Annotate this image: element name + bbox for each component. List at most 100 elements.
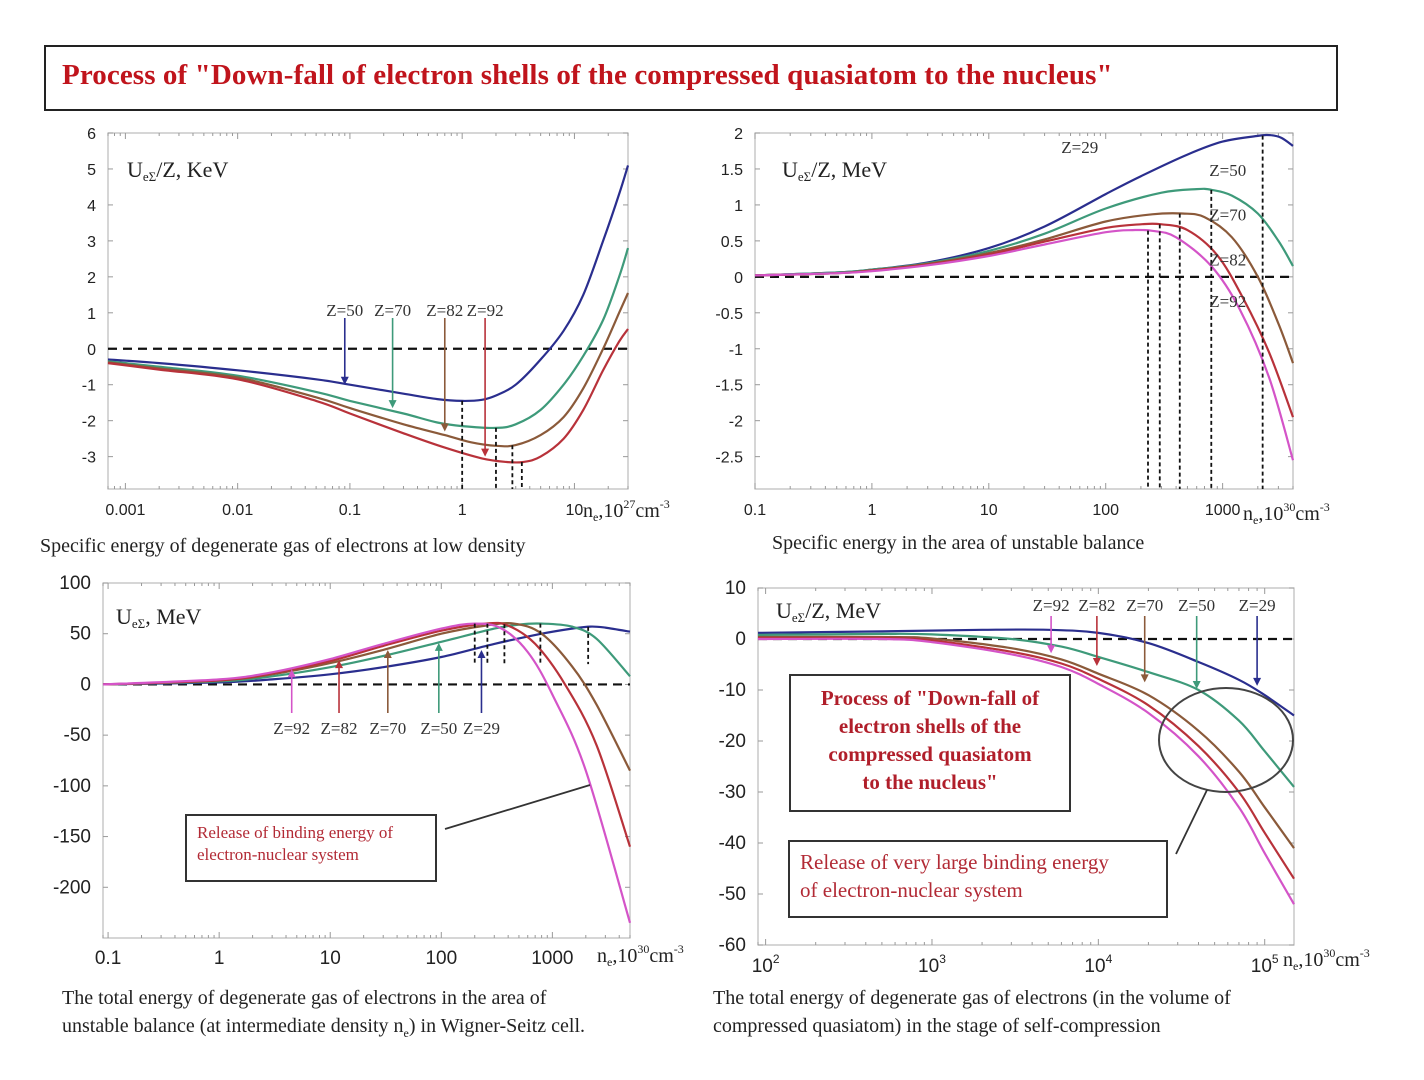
series-label: Z=50: [1209, 161, 1246, 180]
y-tick-label: 0.5: [721, 234, 743, 251]
y-tick-label: -2: [82, 414, 96, 431]
x-tick-label: 105: [1251, 952, 1279, 977]
y-tick-label: 1: [734, 198, 743, 215]
x-tick-label: 0.1: [339, 502, 361, 519]
arrow-head: [1253, 677, 1262, 686]
arrow-head: [335, 660, 344, 669]
y-tick-label: -40: [719, 833, 746, 854]
marks: Z=92 Z=82 Z=70 Z=50 Z=29: [102, 621, 632, 924]
arrow-head: [340, 376, 349, 385]
arrow-label: Z=50: [326, 301, 363, 320]
x-tick-label: 1000: [531, 948, 573, 969]
y-tick-label: 0: [735, 629, 746, 650]
series-line-z-92: [757, 637, 1295, 905]
marks: Z=29 Z=50 Z=70 Z=82 Z=92: [754, 133, 1295, 489]
y-tick-label: 1: [87, 306, 96, 323]
note-down-fall-process: Process of "Down-fall of electron shells…: [789, 674, 1071, 812]
y-tick-label: -50: [64, 725, 91, 746]
x-tick-label: 104: [1084, 952, 1112, 977]
y-tick-label: -60: [719, 935, 746, 956]
y-tick-label: 3: [87, 234, 96, 251]
x-tick-label: 100: [425, 948, 457, 969]
caption-chart-1: Specific energy of degenerate gas of ele…: [40, 535, 526, 557]
arrow-label: Z=70: [374, 301, 411, 320]
note-connector-line: [1175, 789, 1208, 855]
arrow-head: [388, 400, 397, 409]
arrow-label: Z=82: [1078, 596, 1115, 615]
series-label: Z=29: [1061, 138, 1098, 157]
arrow-head: [1092, 658, 1101, 667]
y-tick-label: 10: [725, 578, 746, 599]
marks: Z=50 Z=70 Z=82 Z=92: [107, 165, 630, 489]
y-tick-label: 2: [734, 126, 743, 143]
series-line-z-29: [757, 628, 1295, 717]
arrow-head: [477, 649, 486, 658]
y-tick-label: 6: [87, 126, 96, 143]
y-tick-label: -30: [719, 782, 746, 803]
x-tick-label: 1000: [1205, 502, 1241, 519]
caption-line-2: unstable balance (at intermediate densit…: [62, 1015, 586, 1040]
marks: Z=92 Z=82 Z=70 Z=50 Z=29: [757, 596, 1295, 905]
chart-specific-energy-unstable-balance: 21.510.50-0.5-1-1.5-2-2.5 0.1 1 10 100 1000 …: [715, 126, 1329, 527]
y-tick-label: -3: [82, 450, 96, 467]
y-tick-label: -100: [53, 776, 91, 797]
arrow-label: Z=82: [426, 301, 463, 320]
x-tick-label: 0.01: [222, 502, 253, 519]
plot-frame: [754, 132, 1294, 490]
x-tick-label: 1: [458, 502, 467, 519]
x-axis-label: ne,1030cm-3: [1283, 946, 1370, 973]
series-label: Z=82: [1209, 250, 1246, 269]
x-tick-label: 1: [867, 502, 876, 519]
y-tick-label: -10: [719, 680, 746, 701]
y-tick-label: -0.5: [715, 306, 743, 323]
y-tick-label: -150: [53, 827, 91, 848]
arrow-label: Z=70: [1126, 596, 1163, 615]
series-line-z-92: [754, 228, 1295, 461]
x-ticks: 0.1 1 10 100 1000: [95, 583, 631, 969]
y-tick-label: 1.5: [721, 162, 743, 179]
series-line-z-50: [757, 632, 1295, 788]
y-tick-label: 2: [87, 270, 96, 287]
arrow-head: [287, 669, 296, 678]
y-tick-label: 100: [59, 573, 91, 594]
arrow-head: [1192, 680, 1201, 689]
y-axis-label: UeΣ, MeV: [116, 604, 202, 631]
y-tick-label: 50: [70, 624, 91, 645]
series-line-z-29: [102, 625, 631, 686]
y-tick-label: -1: [729, 342, 743, 359]
caption-line-1: The total energy of degenerate gas of el…: [62, 987, 547, 1009]
arrow-label: Z=50: [420, 719, 457, 738]
y-axis-label: UeΣ/Z, MeV: [776, 598, 881, 625]
x-ticks: 0.001 0.01 0.1 1 10: [105, 133, 629, 519]
arrow-head: [440, 423, 449, 432]
y-axis-label: UeΣ/Z, KeV: [127, 157, 228, 184]
caption-line-2: compressed quasiatom) in the stage of se…: [713, 1015, 1161, 1037]
series-label: Z=92: [1209, 292, 1246, 311]
caption-line-1: The total energy of degenerate gas of el…: [713, 987, 1231, 1009]
caption-chart-3: The total energy of degenerate gas of el…: [62, 984, 585, 1047]
highlight-ellipse: [1158, 687, 1294, 793]
chart-total-energy-wigner-seitz: 100 50 0 -50 -100 -150 -200 0.1 1 10 100 1000 Z=92…: [53, 573, 684, 969]
arrow-head: [481, 448, 490, 457]
x-tick-label: 1: [214, 948, 225, 969]
arrow-head: [434, 642, 443, 651]
y-ticks: 6 5 4 3 2 1 0 -1 -2 -3: [82, 126, 628, 467]
arrow-label: Z=50: [1178, 596, 1215, 615]
x-tick-label: 10: [980, 502, 998, 519]
arrow-head: [383, 649, 392, 658]
series-line-z-92: [107, 328, 629, 464]
x-axis-label: ne,1030cm-3: [597, 942, 684, 969]
x-tick-label: 0.1: [95, 948, 121, 969]
x-tick-label: 0.001: [105, 502, 145, 519]
arrow-label: Z=82: [321, 719, 358, 738]
plot-frame: [107, 132, 629, 490]
series-line-z-70: [107, 247, 630, 430]
y-tick-label: 4: [87, 198, 96, 215]
note-release-very-large-energy: Release of very large binding energy of …: [788, 840, 1168, 918]
x-tick-label: 0.1: [744, 502, 766, 519]
series-line-z-92: [102, 622, 632, 924]
y-tick-label: 0: [80, 674, 91, 695]
x-tick-label: 103: [918, 952, 946, 977]
